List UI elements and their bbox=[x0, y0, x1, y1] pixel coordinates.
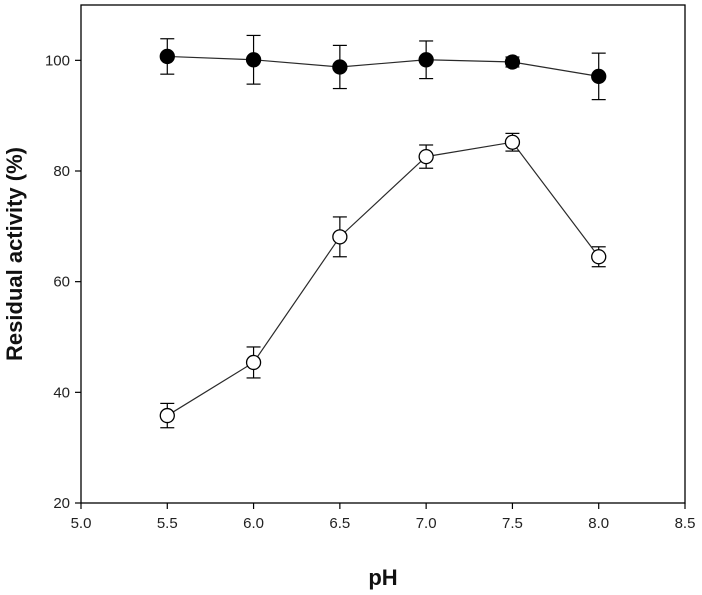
data-point bbox=[418, 52, 434, 68]
x-tick-label: 7.5 bbox=[502, 515, 523, 532]
data-point bbox=[504, 134, 521, 150]
data-point bbox=[245, 52, 262, 68]
y-tick-label: 80 bbox=[53, 163, 70, 180]
data-point bbox=[245, 354, 262, 371]
y-axis: 20 40 60 80 100 bbox=[45, 52, 81, 512]
x-tick-label: 5.5 bbox=[157, 515, 178, 532]
data-point bbox=[591, 68, 607, 85]
series-layer bbox=[159, 34, 607, 429]
data-point bbox=[504, 54, 521, 70]
series-2 bbox=[159, 132, 607, 429]
x-axis: 5.0 5.5 6.0 6.5 7.0 7.5 8.0 8.5 bbox=[71, 503, 696, 532]
series-line bbox=[166, 141, 600, 417]
y-axis-title: Residual activity (%) bbox=[2, 147, 27, 361]
data-point bbox=[332, 229, 348, 245]
y-tick-label: 40 bbox=[53, 384, 70, 401]
x-tick-label: 8.0 bbox=[588, 515, 609, 532]
x-axis-title: pH bbox=[368, 565, 397, 590]
y-tick-label: 100 bbox=[45, 52, 70, 69]
series-line bbox=[167, 55, 599, 77]
y-tick-label: 60 bbox=[53, 274, 70, 291]
x-tick-label: 6.5 bbox=[329, 515, 350, 532]
y-tick-label: 20 bbox=[53, 495, 70, 512]
series-1 bbox=[159, 34, 607, 101]
data-point bbox=[418, 148, 434, 165]
data-point bbox=[159, 407, 175, 424]
x-tick-label: 7.0 bbox=[416, 515, 437, 532]
plot-frame bbox=[80, 4, 686, 504]
data-point bbox=[159, 48, 175, 65]
data-point bbox=[332, 59, 348, 75]
x-tick-label: 8.5 bbox=[675, 515, 696, 532]
x-tick-label: 6.0 bbox=[243, 515, 264, 532]
data-point bbox=[591, 249, 607, 265]
x-tick-label: 5.0 bbox=[71, 515, 92, 532]
